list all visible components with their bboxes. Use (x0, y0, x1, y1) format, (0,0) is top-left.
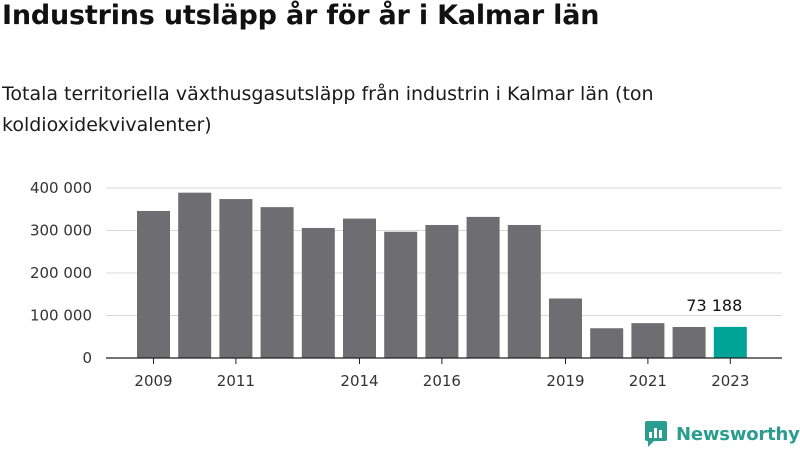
x-tick-label: 2019 (546, 372, 584, 390)
bar (384, 231, 418, 358)
x-tick-label: 2016 (423, 372, 461, 390)
bar (631, 323, 665, 358)
bar (549, 298, 582, 358)
x-tick-label: 2014 (340, 372, 378, 390)
chart-title: Industrins utsläpp år för år i Kalmar lä… (2, 0, 600, 31)
x-tick-label: 2009 (134, 372, 172, 390)
bar (672, 326, 706, 358)
y-tick-label: 200 000 (30, 264, 92, 282)
bar-value-label: 73 188 (686, 296, 742, 315)
x-tick-label: 2023 (711, 372, 749, 390)
y-tick-label: 100 000 (30, 307, 92, 325)
y-tick-label: 300 000 (30, 222, 92, 240)
brand-name: Newsworthy (676, 423, 800, 445)
bar (260, 207, 294, 358)
bar (466, 216, 500, 358)
bar-chart: 0 100 000 200 000 300 000 400 000 2009 2011 201… (30, 179, 782, 390)
y-tick-label: 400 000 (30, 179, 92, 197)
bar (507, 224, 541, 358)
bar (425, 224, 459, 358)
bar (301, 227, 335, 358)
x-tick-label: 2021 (629, 372, 667, 390)
y-tick-label: 0 (82, 349, 92, 367)
brand-logo: Newsworthy (644, 420, 800, 448)
bar (178, 192, 212, 358)
chart-subtitle: Totala territoriella växthusgasutsläpp f… (2, 83, 654, 136)
bar (219, 199, 253, 358)
bar-highlight (713, 326, 747, 358)
bar (343, 218, 376, 358)
bar (590, 328, 624, 358)
bar (137, 210, 170, 358)
newsworthy-logo-icon (645, 421, 667, 447)
x-tick-label: 2011 (217, 372, 255, 390)
